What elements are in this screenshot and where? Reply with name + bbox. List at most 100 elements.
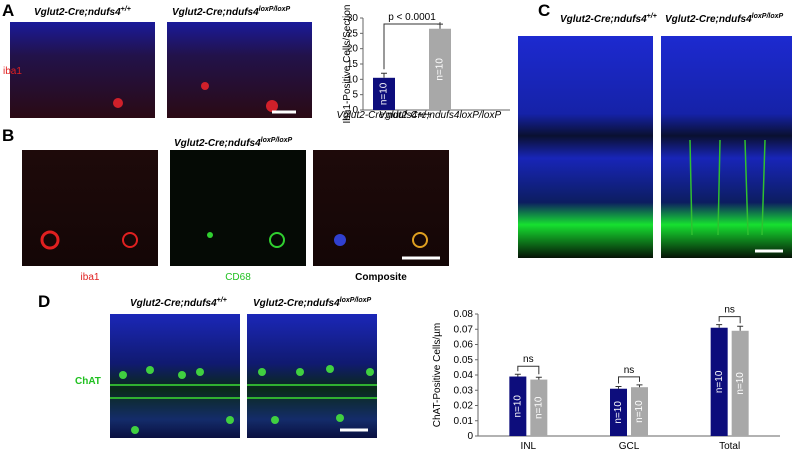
micrograph xyxy=(22,150,158,266)
bar xyxy=(731,330,749,436)
bar xyxy=(710,327,728,436)
x-tick-label: Total xyxy=(719,441,740,452)
panel-letter: B xyxy=(2,126,14,145)
label-sup: loxP/loxP xyxy=(259,6,291,13)
cell xyxy=(412,232,428,248)
micrograph xyxy=(247,314,377,438)
error-bar xyxy=(737,325,744,331)
x-tick-label: Vglut2-Cre;ndufs4loxP/loxP xyxy=(379,110,502,121)
y-tick-label: 0.07 xyxy=(454,324,474,335)
stain-label: ChAT xyxy=(75,376,101,387)
micrograph xyxy=(170,150,306,266)
micrograph xyxy=(313,150,449,266)
fibers xyxy=(110,384,377,399)
bar xyxy=(610,388,627,436)
panel-letter: C xyxy=(538,1,550,20)
stain-label: iba1 xyxy=(81,272,100,283)
fibers xyxy=(689,139,766,236)
stain-label: CD68 xyxy=(225,272,251,283)
bar xyxy=(530,379,548,436)
label-text: Vglut2-Cre;ndufs4 xyxy=(174,138,261,149)
y-tick-label: 0 xyxy=(467,431,473,442)
micrograph xyxy=(661,36,792,258)
x-tick-label: INL xyxy=(521,441,537,452)
bar-label: n=10 xyxy=(533,396,544,419)
y-tick-label: 20 xyxy=(347,44,359,55)
bar xyxy=(429,28,451,110)
y-tick-label: 0.03 xyxy=(454,385,474,396)
label-text: Vglut2-Cre;ndufs4 xyxy=(665,14,752,25)
panel-letter: D xyxy=(38,292,50,311)
annotation: ns xyxy=(523,354,534,365)
error-bar xyxy=(514,373,521,377)
micrograph xyxy=(10,22,155,118)
significance-bracket xyxy=(383,22,441,70)
label-text: Vglut2-Cre;ndufs4 xyxy=(560,14,647,25)
genotype-label: Vglut2-Cre;ndufs4loxP/loxP xyxy=(665,13,784,25)
cells xyxy=(119,365,374,434)
y-tick-label: 0.08 xyxy=(454,309,474,320)
cell xyxy=(269,232,285,248)
bar-label: n=10 xyxy=(435,58,446,81)
error-bar xyxy=(615,385,622,389)
bar-label: n=10 xyxy=(512,395,523,418)
y-tick-label: 0 xyxy=(352,105,358,116)
y-tick-label: 0.02 xyxy=(454,401,474,412)
y-axis-label: Iba1-Positive Cells/Section xyxy=(342,5,353,124)
significance-bracket xyxy=(618,376,640,384)
annotation: ns xyxy=(724,305,735,316)
label-text: Vglut2-Cre;ndufs4 xyxy=(130,298,217,309)
cell xyxy=(266,100,278,112)
label-text: Vglut2-Cre;ndufs4 xyxy=(172,7,259,18)
bar-label: n=10 xyxy=(735,372,746,395)
genotype-label: Vglut2-Cre;ndufs4+/+ xyxy=(34,6,131,18)
label-sup: +/+ xyxy=(217,297,227,304)
cell xyxy=(113,98,123,108)
label-text: Vglut2-Cre;ndufs4 xyxy=(34,7,121,18)
x-tick-label: Vglut2-Cre;ndufs4+/+ xyxy=(336,110,431,121)
stain-label: iba1 xyxy=(3,66,22,77)
y-tick-label: 0.06 xyxy=(454,340,474,351)
bar-label: n=10 xyxy=(634,400,645,423)
bar xyxy=(373,77,395,110)
cell xyxy=(122,232,138,248)
error-bar xyxy=(381,72,387,78)
genotype-label: Vglut2-Cre;ndufs4loxP/loxP xyxy=(172,6,291,18)
genotype-label: Vglut2-Cre;ndufs4+/+ xyxy=(130,297,227,309)
genotype-label: Vglut2-Cre;ndufs4loxP/loxP xyxy=(253,297,372,309)
error-bar xyxy=(535,376,542,380)
label-sup: loxP/loxP xyxy=(752,13,784,20)
label-sup: loxP/loxP xyxy=(340,297,372,304)
label-sup: +/+ xyxy=(121,6,131,13)
bar xyxy=(509,376,527,436)
y-axis-label: ChAT-Positive Cells/µm xyxy=(432,323,443,428)
bar-label: n=10 xyxy=(379,82,390,105)
annotation: ns xyxy=(624,365,635,376)
stain-label: Composite xyxy=(355,272,407,283)
label-text: Vglut2-Cre;ndufs4 xyxy=(253,298,340,309)
cell xyxy=(334,234,346,246)
annotation: p < 0.0001 xyxy=(388,12,436,23)
cell xyxy=(201,82,209,90)
cell xyxy=(207,232,213,238)
x-tick-label: GCL xyxy=(619,441,640,452)
y-tick-label: 10 xyxy=(347,74,359,85)
bar-label: n=10 xyxy=(613,401,624,424)
error-bar xyxy=(437,23,443,29)
y-tick-label: 0.04 xyxy=(454,370,474,381)
micrograph xyxy=(110,314,240,438)
genotype-label: Vglut2-Cre;ndufs4+/+ xyxy=(560,13,657,25)
error-bar xyxy=(716,324,723,328)
genotype-label: Vglut2-Cre;ndufs4loxP/loxP xyxy=(174,137,293,149)
bar xyxy=(631,387,648,436)
error-bar xyxy=(636,384,643,388)
label-sup: +/+ xyxy=(647,13,657,20)
y-tick-label: 0.05 xyxy=(454,355,474,366)
micrograph xyxy=(167,22,312,118)
bar-label: n=10 xyxy=(714,370,725,393)
y-tick-label: 5 xyxy=(352,90,358,101)
panel-letter: A xyxy=(2,1,14,20)
y-tick-label: 15 xyxy=(347,59,359,70)
